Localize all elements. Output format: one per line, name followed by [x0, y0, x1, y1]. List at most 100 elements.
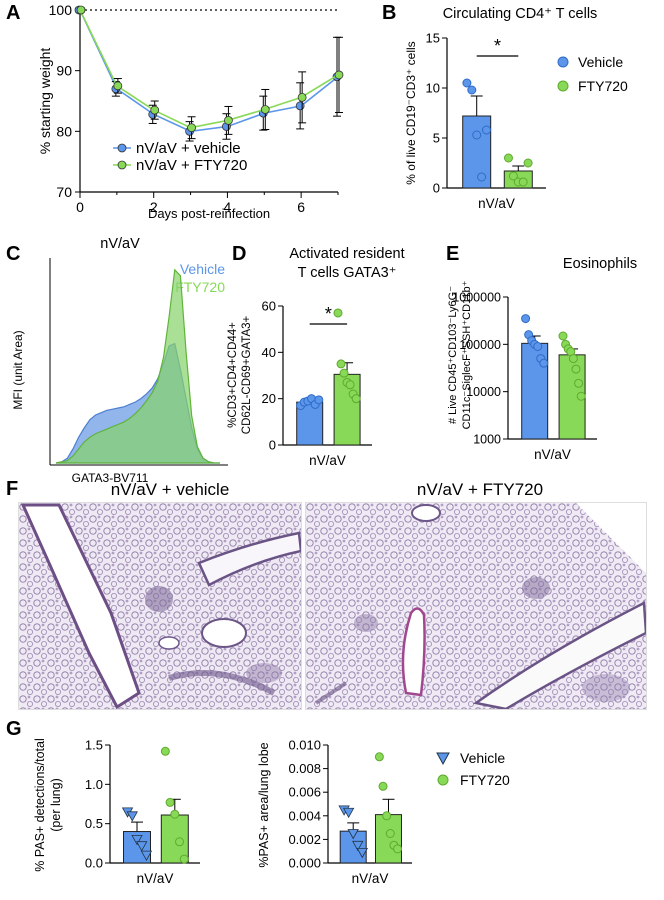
panel-b-data-point — [508, 171, 518, 181]
panel-d-xlabel: nV/aV — [309, 453, 346, 468]
panel-b-data-point — [467, 85, 477, 95]
panel-g1-data-point — [136, 841, 148, 852]
panel-g2-data-point — [342, 807, 355, 819]
panel-g2-ytick-label: 0.010 — [288, 738, 321, 753]
panel-g2-ytick-label: 0.000 — [288, 856, 321, 871]
panel-g2-bar-fty720 — [374, 814, 402, 864]
panel-g-legend-marker — [437, 774, 449, 786]
panel-g2-data-point — [393, 844, 403, 854]
panel-a-data-point — [187, 123, 196, 133]
panel-e-data-point — [521, 314, 531, 324]
panel-g2-data-point — [374, 752, 384, 762]
panel-a-ytick-label: 80 — [56, 123, 72, 139]
panel-d-title-line2: T cells GATA3⁺ — [297, 265, 397, 281]
panel-d-data-point — [336, 359, 346, 369]
panel-g1-ytick-label: 0.0 — [85, 856, 103, 871]
panel-b-xlabel: nV/aV — [478, 196, 515, 211]
micrograph-right-title: nV/aV + FTY720 — [416, 480, 544, 499]
panel-g2-ytick-label: 0.006 — [288, 785, 321, 800]
panel-e-ylabel-line1: # Live CD45⁺CD103⁻Ly6G⁻ — [447, 286, 459, 424]
panel-g2-ytick-label: 0.004 — [288, 808, 321, 823]
panel-b-ytick-label: 15 — [426, 31, 440, 46]
panel-b-legend-label: FTY720 — [578, 78, 628, 94]
panel-b-ytick-label: 0 — [433, 181, 440, 196]
panel-b-data-point — [482, 125, 491, 135]
panel-b-data-point — [462, 78, 472, 88]
panel-g2-data-point — [352, 840, 364, 852]
panel-d-ylabel-line1: %CD3+CD4+CD44+ — [227, 322, 239, 428]
panel-g1-ytick-label: 1.0 — [85, 777, 103, 792]
panel-e-data-point — [568, 354, 578, 364]
panel-g1-data-point — [131, 835, 143, 846]
panel-e-ytick-label: 10000 — [466, 385, 501, 399]
panel-g1-xlabel: nV/aV — [137, 871, 174, 886]
panel-a-series-line-fty720 — [79, 9, 339, 129]
panel-a-ytick-label: 70 — [56, 184, 72, 200]
panel-a-data-point — [297, 92, 307, 102]
panel-letter-f: F — [6, 478, 19, 500]
panel-d-significance-label: * — [325, 304, 332, 324]
panel-g2-data-point — [382, 811, 392, 821]
micrograph-left-title: nV/aV + vehicle — [110, 480, 230, 499]
panel-b-legend-marker — [557, 80, 569, 92]
panel-e-data-point — [574, 378, 584, 388]
panel-b-data-point — [523, 158, 533, 168]
panel-d-ytick-label: 40 — [262, 345, 276, 360]
panel-g1-data-point — [165, 797, 175, 807]
panel-a-data-point — [260, 105, 270, 114]
panel-letter-a: A — [6, 2, 21, 24]
panel-g2-data-point — [378, 781, 388, 791]
panel-a-legend-marker — [117, 143, 127, 153]
panel-b-ytick-label: 5 — [433, 131, 440, 146]
panel-d-data-point — [351, 394, 361, 404]
panel-c-title: nV/aV — [100, 236, 140, 252]
panel-g-legend-label: FTY720 — [460, 772, 510, 788]
panel-e-data-point — [539, 358, 549, 368]
panel-e-ytick-label: 1000000 — [452, 291, 501, 305]
panel-b-data-point — [503, 153, 513, 163]
panel-e-ytick-label: 1000 — [473, 433, 501, 447]
panel-a-legend-label: nV/aV + vehicle — [136, 140, 241, 157]
panel-b-title: Circulating CD4⁺ T cells — [442, 6, 598, 22]
panel-b-legend-marker — [557, 56, 569, 68]
panel-a-series-line-vehicle — [79, 9, 339, 133]
panel-e-data-point — [533, 341, 543, 351]
panel-a-data-point — [150, 105, 160, 115]
panel-d-data-point — [339, 368, 349, 378]
panel-g-legend-marker — [436, 752, 450, 766]
panel-d-data-point — [333, 308, 343, 318]
panel-g1-ylabel-line2: (per lung) — [49, 778, 63, 832]
panel-a-xtick-label: 4 — [224, 199, 232, 215]
panel-e-data-point — [558, 331, 568, 341]
panel-g1-data-point — [175, 837, 185, 847]
panel-a-data-point — [334, 70, 344, 80]
panel-e-data-point — [576, 391, 586, 401]
panel-b-ylabel: % of live CD19⁻CD3⁺ cells — [404, 41, 418, 184]
panel-g1-data-point — [170, 809, 180, 819]
panel-d-data-point — [314, 395, 324, 405]
panel-letter-g: G — [6, 718, 22, 740]
micrograph-fty720 — [305, 502, 647, 710]
panel-b-data-point — [477, 172, 487, 182]
panel-a-legend-label: nV/aV + FTY720 — [136, 157, 247, 174]
panel-a-xtick-label: 0 — [76, 199, 84, 215]
panel-letter-c: C — [6, 243, 21, 265]
panel-g1-ylabel-line1: % PAS+ detections/total — [33, 738, 47, 872]
panel-g1-ytick-label: 0.5 — [85, 816, 103, 831]
panel-e-ytick-label: 100000 — [459, 338, 501, 352]
panel-g2-data-point — [347, 829, 359, 840]
panel-a-xlabel: Days post-reinfection — [148, 206, 270, 221]
panel-a-ytick-label: 100 — [49, 2, 73, 18]
panel-d-bar-fty720 — [333, 373, 361, 446]
panel-g1-data-point — [160, 746, 170, 756]
panel-a-xtick-label: 2 — [150, 199, 158, 215]
panel-g2-ytick-label: 0.008 — [288, 761, 321, 776]
panel-e-data-point — [571, 364, 581, 374]
panel-e-ylabel-line2: CD11c⁻SiglecF⁺SSH⁺CD11b⁺ — [461, 280, 473, 429]
panel-a-data-point — [224, 116, 233, 125]
panel-d-ytick-label: 60 — [262, 299, 276, 314]
panel-g1-data-point — [140, 850, 153, 861]
panel-c-histogram-fty720 — [55, 268, 220, 464]
panel-b-legend-label: Vehicle — [578, 54, 623, 70]
